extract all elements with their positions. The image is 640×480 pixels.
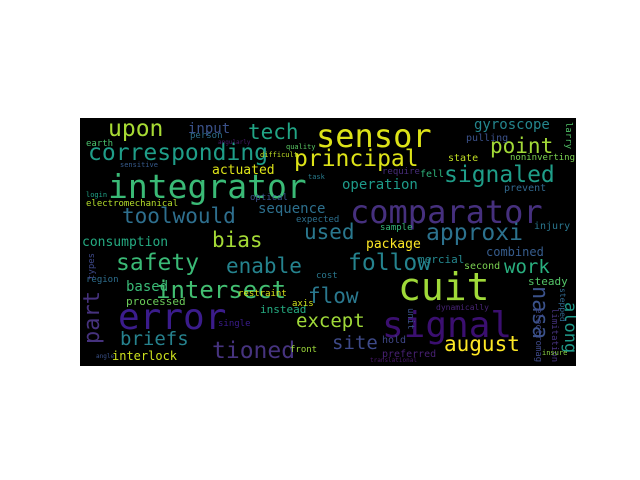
word-region: region [86,275,119,285]
word-tioned: tioned [212,338,296,364]
word-quality: quality [286,143,316,151]
word-larry: larry [563,122,573,150]
word-prevent: prevent [504,183,547,194]
word-integrator: integrator [108,167,307,206]
word-work: work [504,256,550,278]
word-single: single [218,319,251,329]
word-tech: tech [248,120,299,144]
word-briefs: briefs [120,328,189,350]
word-second: second [464,261,501,272]
word-follow: follow [348,250,432,276]
word-expected: expected [296,215,340,225]
word-stepped: stepped [558,288,567,322]
word-part: part [80,291,105,344]
word-electromag: electromag [533,308,543,363]
word-safety: safety [116,250,200,276]
word-august: august [444,332,520,356]
word-input: input [188,121,231,137]
word-package: package [366,237,421,252]
word-bias: bias [212,228,263,252]
word-restraint: restraint [238,289,287,299]
word-electromechanical: electromechanical [86,199,179,209]
word-corresponding: corresponding [88,140,269,166]
word-comparator: comparator [350,193,543,231]
word-operation: operation [342,177,418,193]
word-angle: angle [96,353,115,360]
word-injury: injury [534,221,571,232]
word-upon: upon [108,118,164,142]
word-task: task [308,173,325,181]
word-insure: insure [542,349,568,357]
word-signal: signal [382,305,513,346]
word-noninverting: noninverting [510,153,576,163]
word-login: login [86,191,108,199]
word-translational: translational [370,357,417,364]
word-cloud: comparator cuit integrator sensor signal… [80,118,576,366]
word-pulling: pulling [466,133,509,144]
word-mercial: mercial [418,253,465,266]
word-angularly: angularly [218,139,251,146]
word-sensor: sensor [316,118,432,155]
word-unit: unit [405,308,415,330]
word-optical: optical [250,193,288,203]
word-state: state [448,153,479,164]
word-based: based [126,279,169,295]
word-instead: instead [260,303,307,316]
word-point: point [490,134,554,158]
word-steady: steady [528,275,568,288]
word-cuit: cuit [398,265,490,309]
word-types: types [87,252,97,280]
word-dynamically: dynamically [436,303,489,312]
word-difficult: difficult [260,151,298,159]
word-axis: axis [292,299,314,309]
word-principal: principal [294,146,419,172]
word-signaled: signaled [444,162,555,188]
word-front: front [290,345,318,355]
word-used: used [304,220,355,244]
word-cost: cost [316,271,338,281]
word-hold: hold [382,335,407,346]
word-except: except [296,310,365,332]
word-intersect: intersect [156,276,287,304]
word-processed: processed [126,295,186,308]
word-actuated: actuated [212,163,275,178]
word-approxi: approxi [426,220,523,246]
word-sample: sample [380,223,413,233]
word-require: require [382,167,420,177]
word-earth: earth [86,139,114,149]
word-consumption: consumption [82,235,169,250]
word-enable: enable [226,254,302,278]
word-error: error [118,297,227,338]
word-fell: fell [420,169,445,180]
word-interlock: interlock [112,349,178,363]
word-preferred: preferred [382,349,437,360]
word-combined: combined [486,245,544,259]
word-site: site [332,332,378,354]
word-person: person [190,131,223,141]
word-gyroscope: gyroscope [474,118,550,133]
word-sequence: sequence [258,201,326,217]
word-flow: flow [308,284,359,308]
word-toolwould: toolwould [122,204,236,228]
word-sensitive: sensitive [120,161,158,169]
